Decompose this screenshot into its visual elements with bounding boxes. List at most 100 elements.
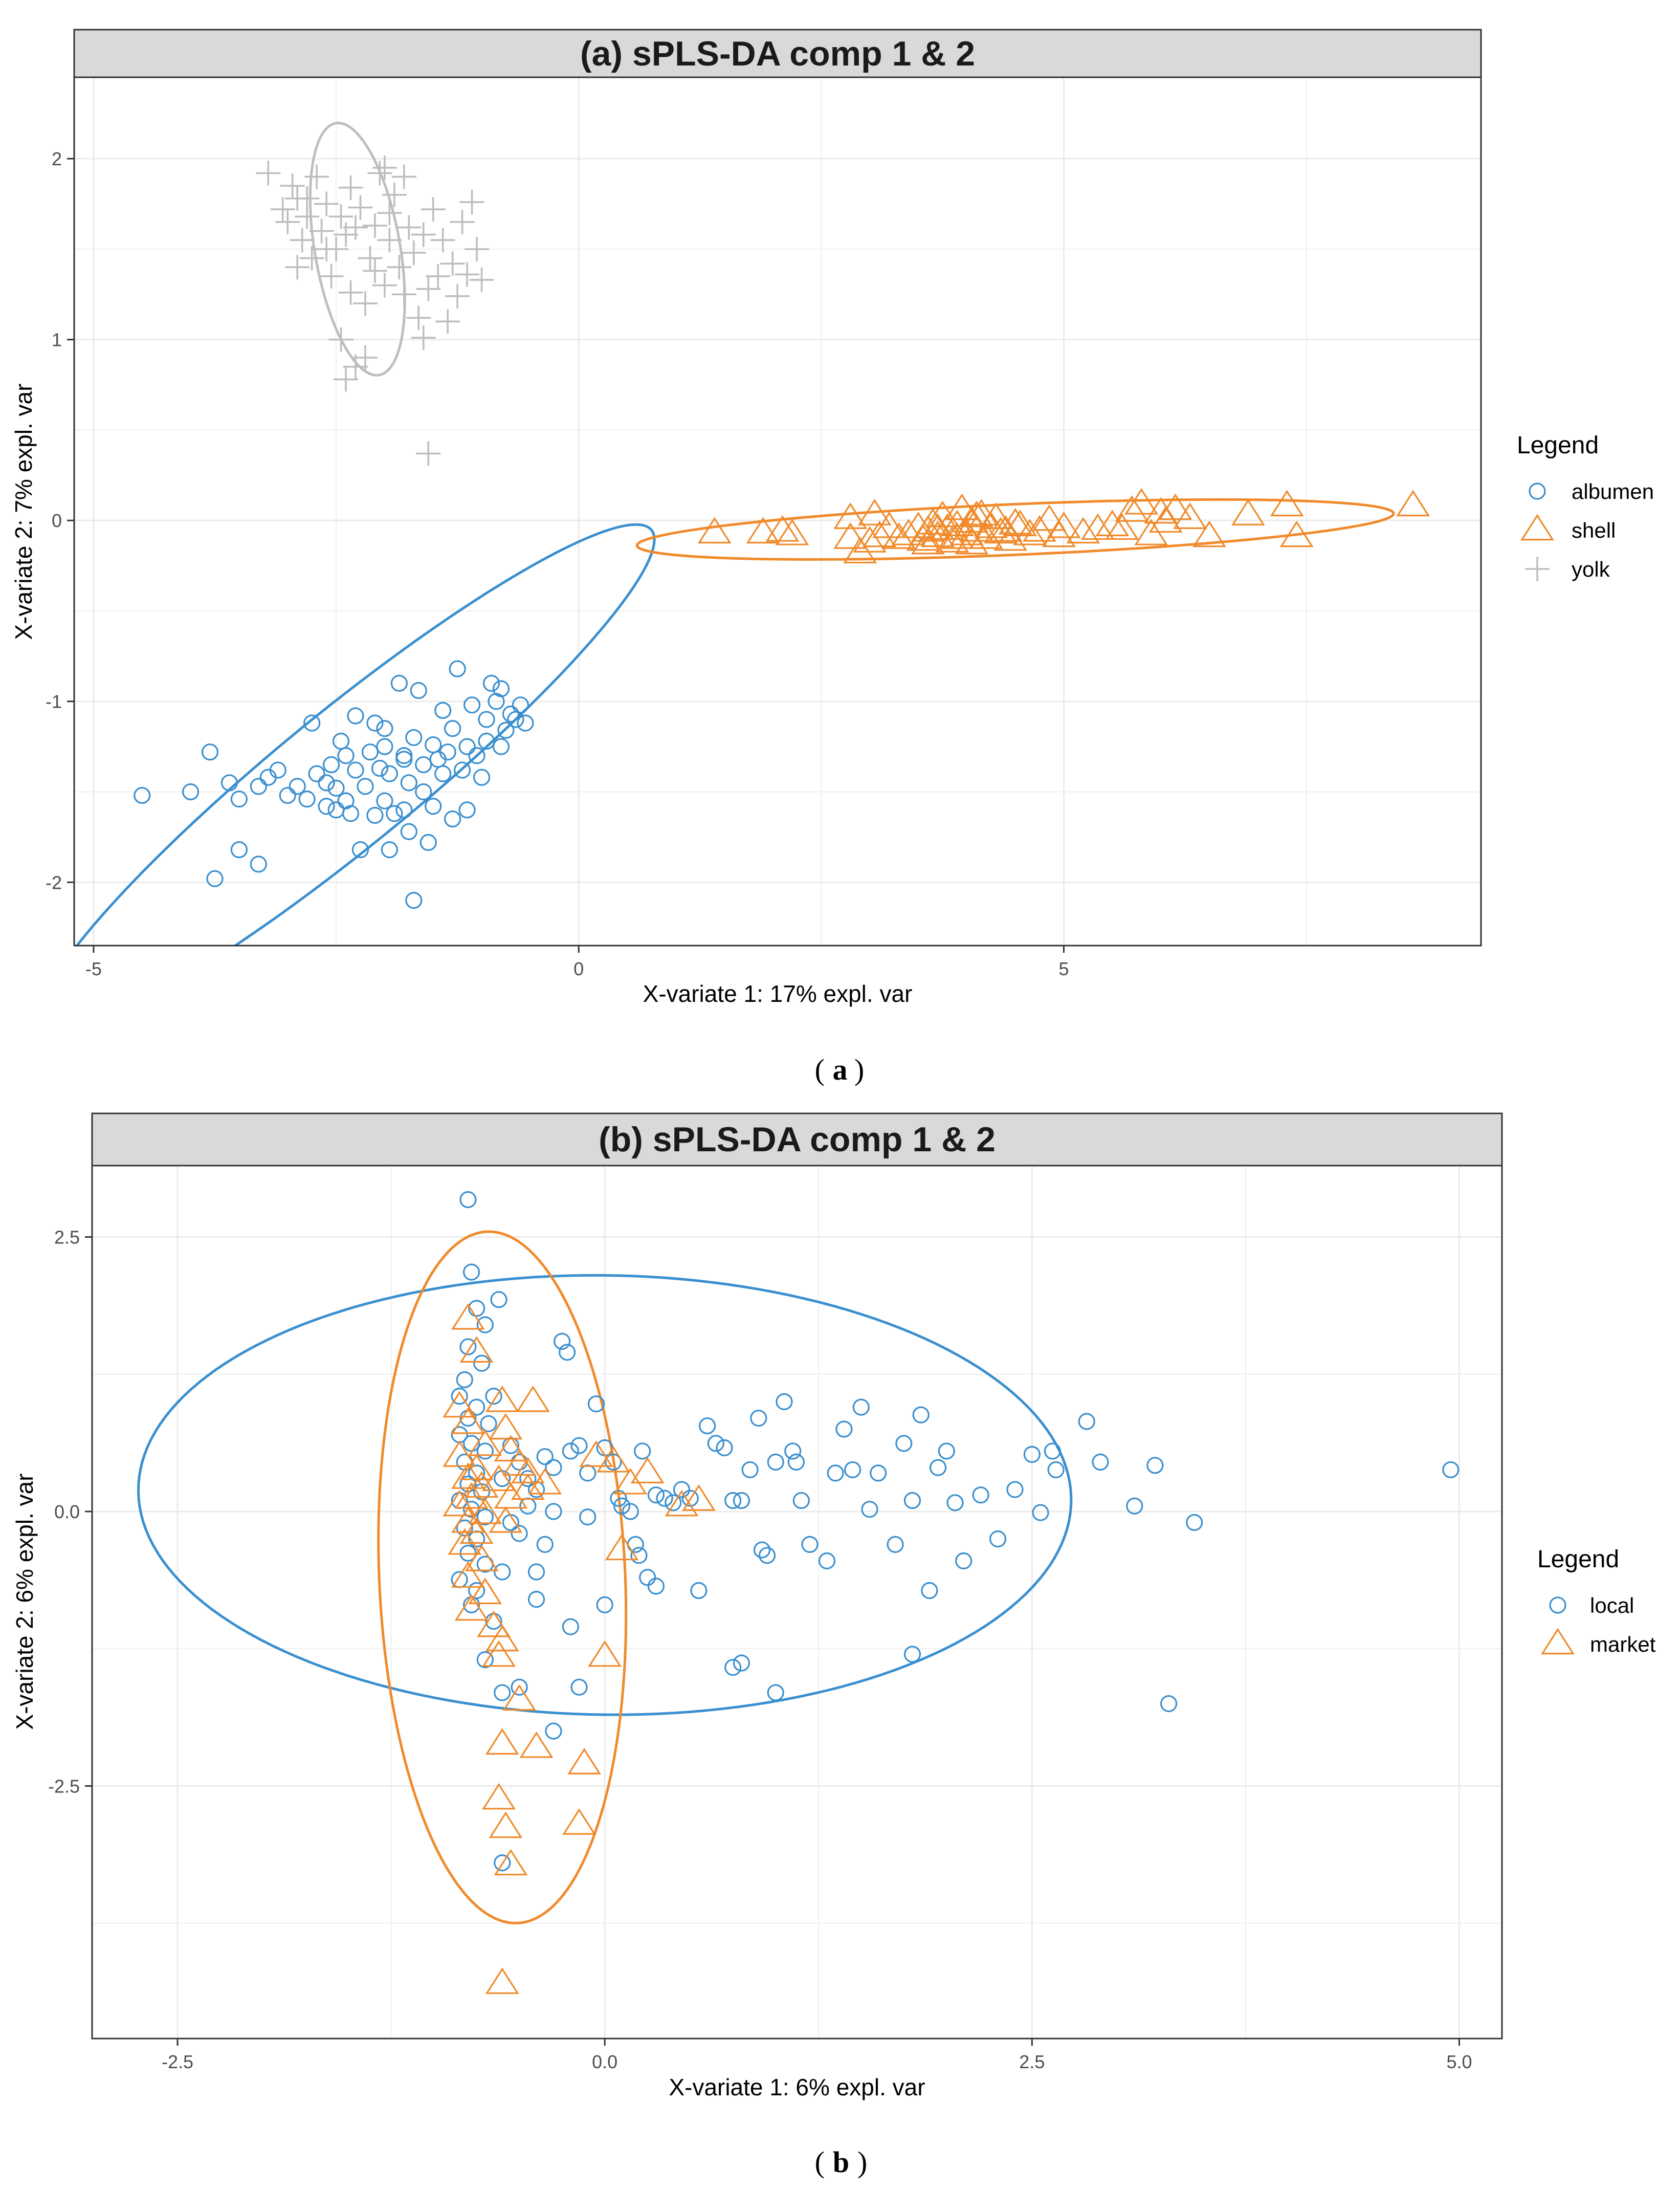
panel-a-plot-frame (73, 76, 1482, 947)
yolk-point (416, 276, 441, 301)
local-point (955, 1552, 972, 1570)
yolk-point (391, 282, 416, 307)
albumen-point (308, 765, 325, 782)
local-point (903, 1646, 921, 1663)
market-point (630, 1457, 665, 1484)
panel-b-legend-title: Legend (1537, 1546, 1619, 1573)
local-point (587, 1395, 605, 1413)
local-point (767, 1453, 784, 1471)
local-point (536, 1536, 554, 1553)
albumen-point (361, 743, 379, 761)
local-point (753, 1541, 771, 1559)
albumen-point (395, 801, 413, 819)
albumen-point (342, 805, 360, 822)
shell-point (1124, 488, 1159, 515)
albumen-point (512, 696, 529, 714)
market-point (485, 1625, 519, 1652)
legend-label-market: market (1590, 1632, 1656, 1656)
shell-point (916, 508, 950, 535)
legend-label-local: local (1590, 1593, 1634, 1617)
local-point (656, 1490, 673, 1507)
yolk-point (382, 182, 407, 207)
shell-point (1173, 502, 1207, 529)
shell-confidence-ellipse (635, 498, 1395, 561)
market-point (477, 1610, 511, 1637)
local-point (1044, 1442, 1062, 1460)
shell-point (959, 500, 993, 528)
local-point (758, 1547, 776, 1564)
legend-label-shell: shell (1572, 518, 1616, 542)
shell-point (1032, 504, 1066, 531)
albumen-point (318, 798, 335, 815)
local-point (570, 1678, 588, 1696)
market-point (448, 1528, 482, 1555)
yolk-point (314, 191, 339, 216)
shell-point (746, 517, 780, 544)
albumen-point (182, 783, 200, 801)
yolk-point (275, 209, 300, 234)
market-point (451, 1561, 485, 1588)
albumen-point (347, 707, 364, 725)
y-tick-label: -2 (46, 872, 62, 893)
albumen-point (386, 805, 403, 822)
legend-label-yolk: yolk (1572, 557, 1610, 581)
yolk-point (465, 236, 490, 261)
local-point (827, 1464, 844, 1482)
yolk-point (338, 280, 363, 305)
shell-point (1231, 499, 1265, 525)
local-point (1023, 1446, 1041, 1463)
local-point (468, 1300, 485, 1317)
panel-b-points (443, 1191, 1460, 1994)
local-point (480, 1415, 497, 1432)
albumen-point (279, 786, 296, 804)
shell-point (955, 528, 989, 555)
local-point (456, 1371, 473, 1389)
market-point (485, 1967, 519, 1994)
albumen-point (478, 732, 495, 750)
local-point (844, 1461, 861, 1479)
market-point (681, 1484, 716, 1511)
local-point (1146, 1457, 1164, 1474)
market-point (454, 1482, 489, 1509)
albumen-point (366, 714, 384, 732)
local-point (1186, 1514, 1203, 1531)
local-point (929, 1459, 947, 1476)
yolk-point (377, 228, 402, 253)
albumen-point (492, 680, 510, 697)
local-point (476, 1651, 494, 1669)
local-point (545, 1459, 562, 1476)
shell-point (833, 502, 868, 529)
legend-key-yolk (1525, 557, 1550, 581)
local-point (605, 1453, 622, 1471)
market-point (451, 1407, 485, 1434)
yolk-point (416, 441, 441, 466)
local-point (490, 1291, 507, 1308)
albumen-point (434, 702, 452, 719)
local-point (554, 1332, 571, 1350)
shell-point (882, 522, 916, 549)
albumen-point (347, 761, 364, 779)
local-point (861, 1501, 878, 1518)
local-point (887, 1536, 904, 1553)
local-point (938, 1442, 955, 1460)
shell-point (940, 522, 974, 549)
local-point (895, 1435, 913, 1452)
market-point (451, 1303, 485, 1330)
yolk-point (314, 236, 339, 261)
yolk-point (352, 345, 378, 370)
albumen-point (381, 765, 398, 782)
market-point (665, 1490, 699, 1517)
shell-point (1095, 510, 1130, 536)
local-point (673, 1481, 691, 1498)
x-tick-label: -5 (85, 958, 102, 979)
panel-a-caption-open: ( (815, 1053, 825, 1086)
albumen-point (458, 738, 476, 755)
market-point (511, 1457, 545, 1484)
local-point (527, 1591, 545, 1608)
shell-point (872, 511, 907, 538)
market-point (485, 1385, 519, 1412)
local-point (1047, 1461, 1065, 1479)
local-point (903, 1492, 921, 1509)
yolk-point (309, 218, 334, 244)
yolk-point (440, 251, 465, 276)
